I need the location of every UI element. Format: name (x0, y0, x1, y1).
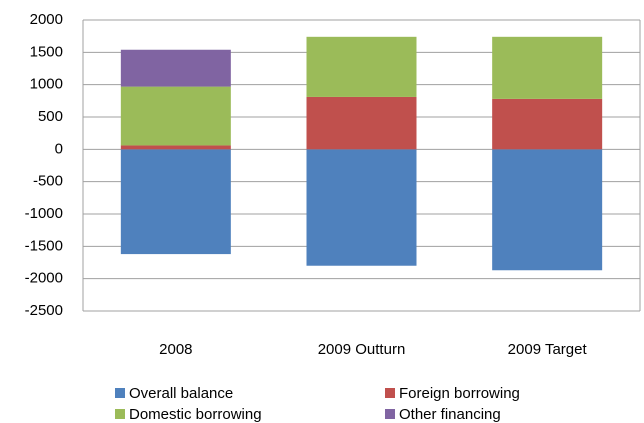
bar-segment (306, 149, 417, 266)
y-tick-label: 0 (55, 140, 63, 157)
bar-segment (306, 96, 417, 150)
legend-label: Foreign borrowing (399, 385, 520, 402)
legend-swatch (115, 388, 125, 398)
y-tick-label: -2000 (25, 270, 63, 287)
x-tick-label: 2008 (159, 341, 192, 358)
x-tick-label: 2009 Target (508, 341, 588, 358)
bar-segment (492, 36, 603, 99)
legend-label: Domestic borrowing (129, 406, 262, 423)
legend-label: Overall balance (129, 385, 233, 402)
y-tick-label: -500 (33, 173, 63, 190)
bar-segment (120, 145, 231, 150)
bar-segment (120, 86, 231, 146)
legend-label: Other financing (399, 406, 501, 423)
y-tick-label: -1500 (25, 237, 63, 254)
y-tick-label: 1500 (30, 43, 63, 60)
y-tick-label: 1000 (30, 76, 63, 93)
bar-segment (492, 149, 603, 271)
y-tick-label: -2500 (25, 302, 63, 319)
y-tick-label: -1000 (25, 205, 63, 222)
bar-segment (120, 49, 231, 87)
legend-swatch (385, 409, 395, 419)
bar-segment (120, 149, 231, 255)
x-tick-label: 2009 Outturn (318, 341, 406, 358)
legend-swatch (385, 388, 395, 398)
bar-segment (306, 36, 417, 97)
y-tick-label: 500 (38, 108, 63, 125)
bar-segment (492, 98, 603, 150)
y-tick-label: 2000 (30, 11, 63, 28)
legend-swatch (115, 409, 125, 419)
